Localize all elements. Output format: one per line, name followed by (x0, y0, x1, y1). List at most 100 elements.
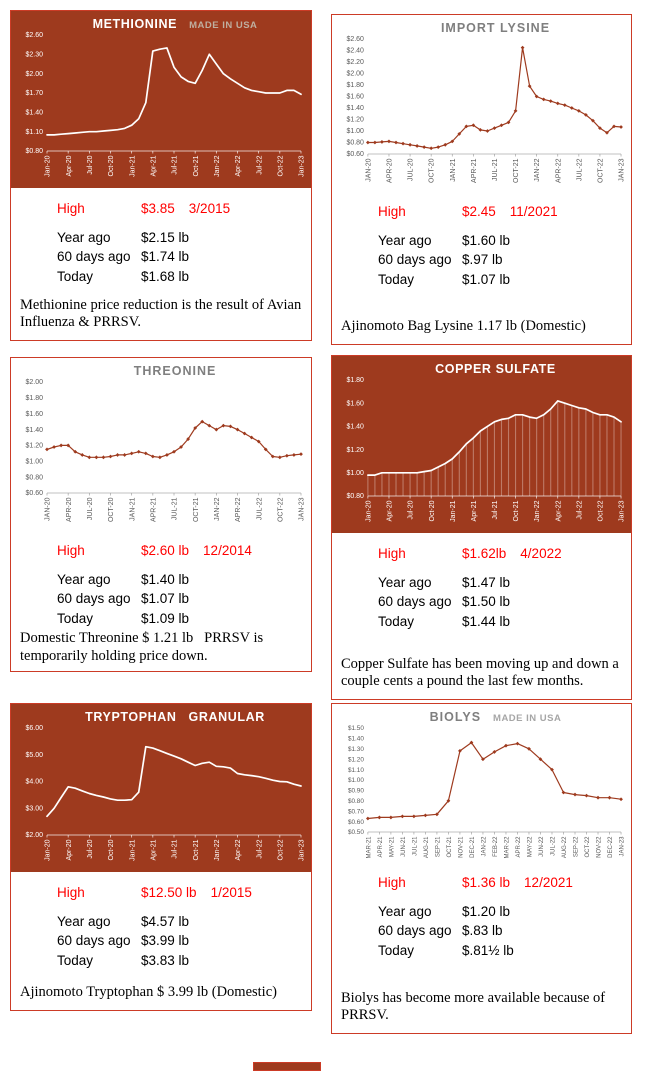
biolys-chart: BIOLYS MADE IN USA $0.50 $0.60 $0.70 $0.80 $… (332, 704, 631, 862)
svg-text:OCT-22: OCT-22 (598, 158, 605, 183)
stat-label: Today (378, 272, 415, 288)
svg-text:JUN-22: JUN-22 (539, 836, 545, 857)
price-stats: High $3.85 3/2015 Year ago $2.15 lb 60 d… (11, 198, 311, 288)
svg-text:$0.80: $0.80 (25, 148, 43, 155)
svg-text:OCT-21: OCT-21 (193, 497, 200, 522)
svg-text:AUG-21: AUG-21 (424, 836, 430, 858)
svg-text:APR-22: APR-22 (555, 158, 562, 183)
svg-text:$1.00: $1.00 (346, 128, 364, 135)
svg-text:OCT-20: OCT-20 (108, 497, 115, 522)
svg-text:APR-21: APR-21 (150, 497, 157, 522)
svg-text:JAN-22: JAN-22 (214, 497, 221, 520)
stat-label: Year ago (57, 229, 111, 245)
stat-60-days-ago: 60 days ago $1.07 lb (57, 590, 311, 608)
stat-date: 4/2022 (520, 545, 562, 561)
svg-text:$2.30: $2.30 (25, 52, 43, 59)
stat-year-ago: Year ago $1.20 lb (378, 903, 631, 921)
stat-high: High $3.85 3/2015 (57, 200, 311, 218)
svg-text:FEB-22: FEB-22 (493, 836, 499, 857)
svg-text:$1.40: $1.40 (25, 427, 43, 434)
stat-value: $1.50 lb (462, 594, 511, 610)
stat-label: Year ago (378, 903, 432, 919)
svg-text:$1.80: $1.80 (25, 395, 43, 402)
threonine-chart-plot: $0.60 $0.80 $1.00 $1.20 $1.40 $1.60 $1.80 $2.00… (25, 379, 305, 522)
stat-value: $.97 lb (462, 252, 503, 268)
svg-text:Jul-20: Jul-20 (87, 155, 94, 174)
svg-text:JUL-21: JUL-21 (413, 836, 419, 856)
svg-text:$2.20: $2.20 (346, 59, 364, 66)
stat-value: $2.60 lb (141, 542, 190, 558)
stat-label: High (57, 884, 85, 900)
panel-methionine: METHIONINE MADE IN USA $0.80 $1.10 $1.40 $1… (10, 10, 312, 341)
svg-text:$0.80: $0.80 (25, 474, 43, 481)
svg-text:$0.70: $0.70 (348, 808, 364, 815)
price-stats: High $1.62lb 4/2022 Year ago $1.47 lb 60… (332, 543, 631, 633)
stat-value: $12.50 lb (141, 884, 197, 900)
svg-text:Oct-21: Oct-21 (513, 500, 520, 521)
svg-text:JUL-22: JUL-22 (256, 497, 263, 520)
stat-value: $1.47 lb (462, 574, 511, 590)
stat-value: $4.57 lb (141, 913, 190, 929)
panel-caption: Ajinomoto Bag Lysine 1.17 lb (Domestic) (341, 318, 586, 335)
svg-text:JUL-22: JUL-22 (551, 836, 557, 856)
stat-60-days-ago: 60 days ago $1.50 lb (378, 593, 631, 611)
svg-text:$1.00: $1.00 (25, 458, 43, 465)
svg-text:JAN-22: JAN-22 (534, 158, 541, 181)
svg-text:OCT-21: OCT-21 (513, 158, 520, 183)
stat-today: Today $1.44 lb (378, 613, 631, 631)
svg-text:Oct-22: Oct-22 (277, 839, 284, 860)
stat-value: $1.36 lb (462, 874, 511, 890)
stat-today: Today $.81½ lb (378, 942, 631, 960)
svg-text:$1.10: $1.10 (348, 767, 364, 774)
svg-text:$1.20: $1.20 (346, 447, 364, 454)
stat-label: Year ago (378, 574, 432, 590)
svg-text:NOV-21: NOV-21 (459, 836, 465, 858)
stat-label: Year ago (57, 571, 111, 587)
stat-value: $.83 lb (462, 923, 503, 939)
svg-text:Jul-22: Jul-22 (256, 155, 263, 174)
svg-text:Oct-21: Oct-21 (193, 839, 200, 860)
svg-text:APR-22: APR-22 (235, 497, 242, 522)
svg-text:JUL-21: JUL-21 (492, 158, 499, 181)
svg-text:$1.40: $1.40 (346, 424, 364, 431)
stat-date: 12/2021 (524, 874, 573, 890)
svg-text:Jul-20: Jul-20 (87, 839, 94, 858)
svg-text:Apr-22: Apr-22 (555, 500, 562, 521)
svg-text:SEP-22: SEP-22 (574, 836, 580, 857)
panel-caption: Biolys has become more available because… (341, 989, 609, 1024)
stat-today: Today $1.07 lb (378, 271, 631, 289)
svg-text:Oct-22: Oct-22 (598, 500, 605, 521)
stat-label: High (57, 542, 85, 558)
stat-today: Today $1.09 lb (57, 610, 311, 628)
panel-caption: Ajinomoto Tryptophan $ 3.99 lb (Domestic… (20, 984, 277, 1001)
svg-text:Oct-20: Oct-20 (108, 155, 115, 176)
stat-label: 60 days ago (378, 923, 452, 939)
stat-label: Today (378, 943, 415, 959)
stat-today: Today $3.83 lb (57, 952, 311, 970)
price-stats: High $2.60 lb 12/2014 Year ago $1.40 lb … (11, 540, 311, 630)
svg-text:JAN-23: JAN-23 (619, 158, 626, 181)
copper-sulfate-chart: COPPER SULFATE $0.80 $1.00 $1.20 $1.40 $1.60… (332, 356, 631, 533)
svg-text:Jan-21: Jan-21 (129, 155, 136, 177)
svg-text:$4.00: $4.00 (25, 779, 43, 786)
stat-label: 60 days ago (378, 594, 452, 610)
svg-text:Apr-20: Apr-20 (66, 839, 73, 860)
svg-text:AUG-22: AUG-22 (562, 836, 568, 858)
svg-text:JUL-20: JUL-20 (408, 158, 415, 181)
stat-date: 12/2014 (203, 542, 252, 558)
svg-text:$0.80: $0.80 (346, 140, 364, 147)
svg-text:OCT-22: OCT-22 (277, 497, 284, 522)
svg-text:JUL-21: JUL-21 (172, 497, 179, 520)
svg-text:$2.00: $2.00 (25, 832, 43, 839)
copper-sulfate-chart-plot: $0.80 $1.00 $1.20 $1.40 $1.60 $1.80 Jan-20 Apr-… (346, 377, 626, 522)
stat-value: $1.62lb (462, 545, 507, 561)
stat-value: $3.83 lb (141, 953, 190, 969)
svg-text:$2.00: $2.00 (25, 71, 43, 78)
svg-text:Jan-22: Jan-22 (214, 839, 221, 861)
threonine-chart: THREONINE $0.60 $0.80 $1.00 $1.20 $1.40 $1.60… (11, 358, 311, 530)
svg-text:Apr-21: Apr-21 (471, 500, 478, 521)
svg-text:Apr-21: Apr-21 (150, 839, 157, 860)
svg-text:Jan-23: Jan-23 (619, 500, 626, 521)
svg-text:APR-20: APR-20 (387, 158, 394, 183)
svg-text:Jan-20: Jan-20 (45, 155, 52, 177)
